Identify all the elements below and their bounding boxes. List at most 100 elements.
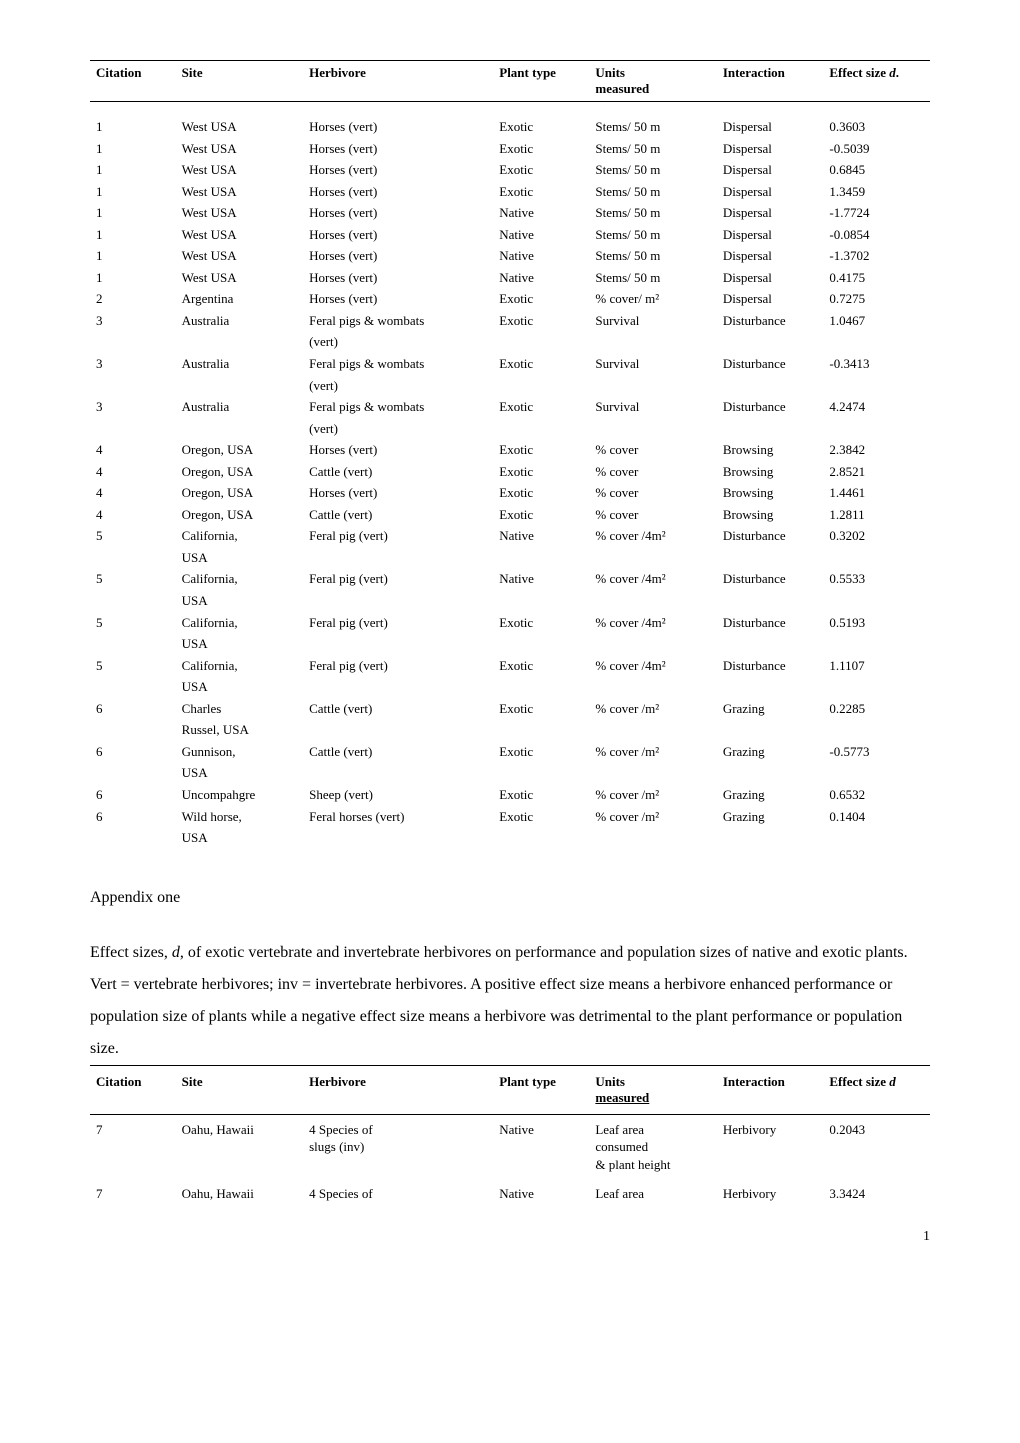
cell-herbivore: Horses (vert) xyxy=(303,439,493,461)
table-row: USA xyxy=(90,762,930,784)
cell-units: Stems/ 50 m xyxy=(589,116,716,138)
table-row: 4Oregon, USAHorses (vert)Exotic% coverBr… xyxy=(90,439,930,461)
cell-plant: Native xyxy=(493,525,589,547)
cell-effect: 1.4461 xyxy=(823,482,930,504)
cell-site: Oregon, USA xyxy=(176,461,303,483)
cell-herbivore xyxy=(303,590,493,612)
cell-effect: 0.1404 xyxy=(823,806,930,828)
cell-interaction xyxy=(717,547,824,569)
cell-effect xyxy=(823,547,930,569)
cell-interaction: Dispersal xyxy=(717,224,824,246)
table-row: 7 Oahu, Hawaii 4 Species of Native Leaf … xyxy=(90,1179,930,1209)
cell-herbivore: Cattle (vert) xyxy=(303,741,493,763)
cell-site: California, xyxy=(176,655,303,677)
cell-herbivore: 4 Species of slugs (inv) xyxy=(303,1114,493,1179)
cell-interaction: Dispersal xyxy=(717,245,824,267)
table-row: 6Wild horse,Feral horses (vert)Exotic% c… xyxy=(90,806,930,828)
cell-citation: 2 xyxy=(90,288,176,310)
cell-plant: Native xyxy=(493,267,589,289)
cell-interaction: Disturbance xyxy=(717,353,824,375)
cell-site: Gunnison, xyxy=(176,741,303,763)
table-row: USA xyxy=(90,676,930,698)
table-row: (vert) xyxy=(90,375,930,397)
cell-interaction: Dispersal xyxy=(717,288,824,310)
table-row: (vert) xyxy=(90,331,930,353)
cell-effect: 1.2811 xyxy=(823,504,930,526)
page-number: 1 xyxy=(90,1229,930,1245)
cell-plant: Exotic xyxy=(493,288,589,310)
cell-citation: 1 xyxy=(90,116,176,138)
cell-units: % cover/ m² xyxy=(589,288,716,310)
cell-herbivore: Horses (vert) xyxy=(303,224,493,246)
cell-plant: Exotic xyxy=(493,116,589,138)
table-row: (vert) xyxy=(90,418,930,440)
th2-effect: Effect size d xyxy=(823,1065,930,1114)
cell-citation xyxy=(90,418,176,440)
cell-effect: -1.7724 xyxy=(823,202,930,224)
cell-interaction: Browsing xyxy=(717,461,824,483)
cell-citation: 4 xyxy=(90,461,176,483)
cell-interaction xyxy=(717,375,824,397)
cell-interaction: Grazing xyxy=(717,741,824,763)
cell-site: Wild horse, xyxy=(176,806,303,828)
cell-plant: Exotic xyxy=(493,439,589,461)
cell-units: Stems/ 50 m xyxy=(589,138,716,160)
cell-citation xyxy=(90,827,176,849)
cell-site: Oregon, USA xyxy=(176,482,303,504)
cell-herbivore xyxy=(303,719,493,741)
table-row: 6Gunnison,Cattle (vert)Exotic% cover /m²… xyxy=(90,741,930,763)
cell-plant: Native xyxy=(493,245,589,267)
cell-site: West USA xyxy=(176,116,303,138)
cell-herbivore: Cattle (vert) xyxy=(303,698,493,720)
cell-units xyxy=(589,762,716,784)
cell-citation: 7 xyxy=(90,1179,176,1209)
cell-plant: Exotic xyxy=(493,504,589,526)
cell-site: Oregon, USA xyxy=(176,504,303,526)
cell-herbivore: Feral pig (vert) xyxy=(303,612,493,634)
cell-effect xyxy=(823,331,930,353)
cell-interaction xyxy=(717,762,824,784)
table-row: 1West USAHorses (vert)ExoticStems/ 50 mD… xyxy=(90,138,930,160)
cell-plant xyxy=(493,827,589,849)
cell-units xyxy=(589,418,716,440)
cell-interaction xyxy=(717,418,824,440)
cell-units xyxy=(589,676,716,698)
cell-site: Oahu, Hawaii xyxy=(176,1179,303,1209)
cell-effect: 0.2043 xyxy=(823,1114,930,1179)
cell-plant: Exotic xyxy=(493,698,589,720)
cell-units: Survival xyxy=(589,396,716,418)
cell-plant: Exotic xyxy=(493,784,589,806)
cell-units: Stems/ 50 m xyxy=(589,224,716,246)
cell-units: % cover xyxy=(589,439,716,461)
cell-units: % cover /m² xyxy=(589,698,716,720)
table-row: 1West USAHorses (vert)ExoticStems/ 50 mD… xyxy=(90,159,930,181)
table-row: 5California,Feral pig (vert)Exotic% cove… xyxy=(90,655,930,677)
cell-interaction: Herbivory xyxy=(717,1179,824,1209)
cell-plant xyxy=(493,331,589,353)
cell-site: California, xyxy=(176,525,303,547)
cell-site: Oahu, Hawaii xyxy=(176,1114,303,1179)
cell-herbivore: Horses (vert) xyxy=(303,288,493,310)
cell-units: % cover /m² xyxy=(589,806,716,828)
cell-herbivore: Sheep (vert) xyxy=(303,784,493,806)
cell-effect: -0.5039 xyxy=(823,138,930,160)
cell-site: USA xyxy=(176,547,303,569)
cell-effect: 0.5193 xyxy=(823,612,930,634)
cell-site: Oregon, USA xyxy=(176,439,303,461)
th-interaction: Interaction xyxy=(717,61,824,102)
table-row: 1West USAHorses (vert)NativeStems/ 50 mD… xyxy=(90,245,930,267)
cell-herbivore: Horses (vert) xyxy=(303,159,493,181)
appendix-title: Appendix one xyxy=(90,889,930,907)
cell-herbivore: (vert) xyxy=(303,418,493,440)
cell-interaction: Dispersal xyxy=(717,159,824,181)
cell-effect xyxy=(823,762,930,784)
cell-citation: 6 xyxy=(90,698,176,720)
cell-plant xyxy=(493,762,589,784)
cell-citation: 1 xyxy=(90,245,176,267)
cell-interaction: Herbivory xyxy=(717,1114,824,1179)
cell-site: Australia xyxy=(176,310,303,332)
cell-site: West USA xyxy=(176,202,303,224)
cell-effect: -1.3702 xyxy=(823,245,930,267)
cell-citation: 1 xyxy=(90,138,176,160)
cell-plant: Exotic xyxy=(493,741,589,763)
